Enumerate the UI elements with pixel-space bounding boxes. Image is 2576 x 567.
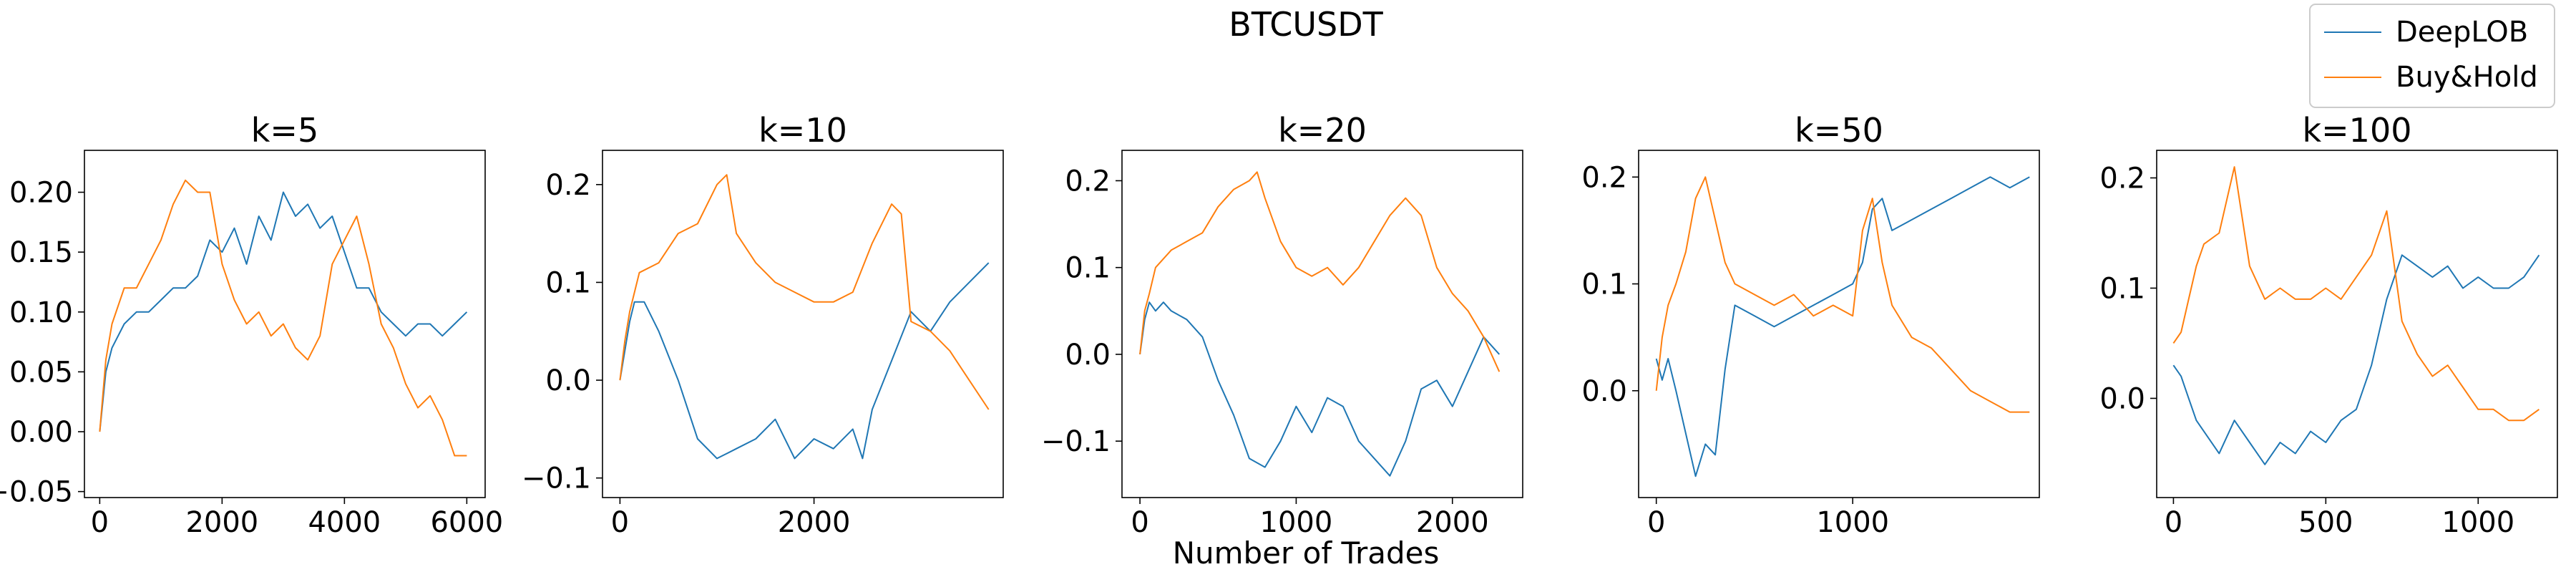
series-line-buy-hold bbox=[1655, 176, 2030, 413]
plot-frame bbox=[1121, 150, 1523, 498]
x-tick-label: 0 bbox=[2165, 506, 2182, 539]
x-tick-label: 2000 bbox=[1416, 506, 1489, 539]
x-tick-label: 1000 bbox=[2441, 506, 2514, 539]
x-tick-label: 0 bbox=[1131, 506, 1148, 539]
y-tick-label: 0.1 bbox=[2099, 272, 2145, 305]
plot-frame bbox=[1638, 150, 2040, 498]
series-line-deeplob bbox=[99, 191, 468, 432]
x-tick-label: 500 bbox=[2298, 506, 2353, 539]
y-tick-label: 0.2 bbox=[2099, 162, 2145, 195]
subplot-title: k=50 bbox=[1795, 111, 1883, 150]
subplot-title: k=10 bbox=[758, 111, 847, 150]
x-tick-label: 0 bbox=[611, 506, 629, 539]
y-tick-label: 0.0 bbox=[2099, 382, 2145, 415]
x-axis-label: Number of Trades bbox=[1173, 536, 1440, 567]
y-tick-label: −0.1 bbox=[522, 462, 591, 495]
y-tick-label: 0.10 bbox=[9, 296, 73, 329]
y-tick-label: −0.05 bbox=[0, 476, 73, 509]
legend: DeepLOB Buy&Hold bbox=[2309, 4, 2555, 108]
y-tick-label: 0.20 bbox=[9, 177, 73, 210]
y-tick-label: 0.0 bbox=[545, 364, 591, 397]
legend-box bbox=[2309, 4, 2555, 108]
y-tick-label: 0.2 bbox=[1065, 165, 1111, 198]
series-line-deeplob bbox=[1655, 176, 2030, 478]
series-line-deeplob bbox=[2172, 254, 2540, 465]
legend-label-buy-hold: Buy&Hold bbox=[2396, 61, 2538, 94]
series-line-buy-hold bbox=[1139, 171, 1501, 372]
y-tick-label: 0.1 bbox=[545, 266, 591, 299]
plot-frame bbox=[602, 150, 1004, 498]
y-tick-label: 0.15 bbox=[9, 236, 73, 269]
x-tick-label: 1000 bbox=[1260, 506, 1333, 539]
x-tick-label: 0 bbox=[1647, 506, 1665, 539]
series-line-buy-hold bbox=[619, 174, 990, 410]
y-tick-label: 0.0 bbox=[1065, 339, 1111, 372]
subplot-5: k=100 0 500 1000 0.0 0.1 0.2 bbox=[2099, 111, 2558, 539]
y-tick-label: 0.1 bbox=[1065, 252, 1111, 285]
y-tick-label: 0.2 bbox=[545, 169, 591, 202]
y-tick-label: 0.05 bbox=[9, 356, 73, 389]
subplot-3: k=20 0 1000 2000 −0.1 0.0 0.1 0.2 bbox=[1041, 111, 1523, 539]
series-line-deeplob bbox=[619, 262, 990, 460]
y-tick-label: −0.1 bbox=[1041, 425, 1111, 458]
series-line-buy-hold bbox=[99, 179, 467, 457]
y-tick-label: 0.2 bbox=[1581, 161, 1627, 194]
y-tick-label: 0.00 bbox=[9, 416, 73, 449]
series-line-deeplob bbox=[1139, 301, 1501, 477]
x-tick-label: 1000 bbox=[1816, 506, 1889, 539]
x-tick-label: 2000 bbox=[185, 506, 258, 539]
subplot-title: k=100 bbox=[2303, 111, 2412, 150]
x-tick-label: 6000 bbox=[430, 506, 503, 539]
subplot-2: k=10 0 2000 −0.1 0.0 0.1 0.2 bbox=[522, 111, 1004, 539]
subplot-4: k=50 0 1000 0.0 0.1 0.2 bbox=[1581, 111, 2040, 539]
subplot-1: k=5 0 2000 4000 6000 −0.05 0.00 0.05 0.10 0.15 0.2… bbox=[0, 111, 503, 539]
x-tick-label: 4000 bbox=[308, 506, 381, 539]
y-tick-label: 0.1 bbox=[1581, 268, 1627, 301]
subplot-title: k=5 bbox=[251, 111, 318, 150]
y-tick-label: 0.0 bbox=[1581, 375, 1627, 408]
figure-title: BTCUSDT bbox=[1229, 5, 1383, 44]
plot-frame bbox=[84, 150, 486, 498]
subplots: k=50200040006000−0.050.000.050.100.150.2… bbox=[0, 111, 2558, 539]
x-tick-label: 2000 bbox=[778, 506, 851, 539]
x-tick-label: 0 bbox=[91, 506, 109, 539]
subplot-title: k=20 bbox=[1278, 111, 1367, 150]
plot-frame bbox=[2156, 150, 2558, 498]
legend-label-deeplob: DeepLOB bbox=[2396, 16, 2528, 49]
series-line-buy-hold bbox=[2172, 166, 2540, 422]
